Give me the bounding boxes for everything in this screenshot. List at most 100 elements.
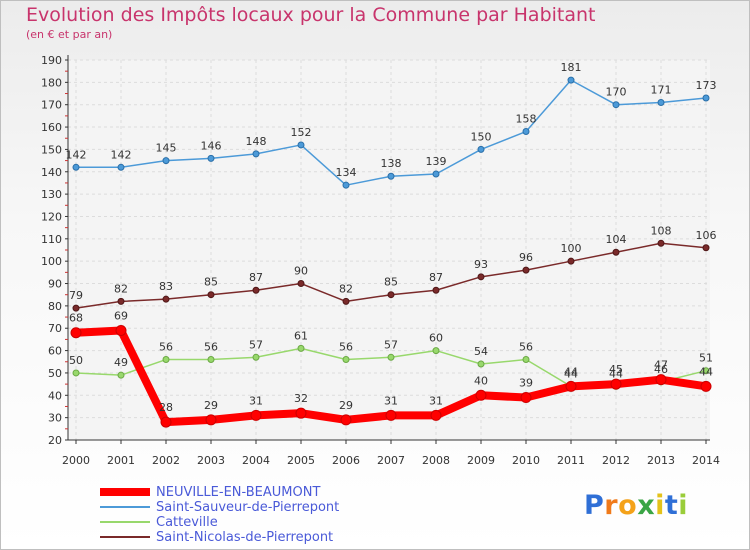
data-label: 69 bbox=[114, 309, 128, 322]
data-point bbox=[385, 409, 397, 421]
x-tick-label: 2001 bbox=[107, 454, 135, 467]
data-point bbox=[117, 371, 125, 379]
data-point bbox=[342, 181, 350, 189]
data-point bbox=[72, 304, 80, 312]
data-point bbox=[252, 150, 260, 158]
data-point bbox=[432, 347, 440, 355]
data-label: 100 bbox=[561, 242, 582, 255]
data-label: 44 bbox=[564, 365, 578, 378]
data-point bbox=[610, 378, 622, 390]
data-label: 104 bbox=[606, 233, 627, 246]
data-point bbox=[162, 356, 170, 364]
y-tick-label: 100 bbox=[41, 255, 62, 268]
data-label: 93 bbox=[474, 258, 488, 271]
legend-swatch bbox=[100, 521, 150, 523]
legend-label: NEUVILLE-EN-BEAUMONT bbox=[156, 485, 321, 500]
logo-letter: i bbox=[655, 490, 665, 521]
data-point bbox=[477, 273, 485, 281]
data-point bbox=[432, 170, 440, 178]
data-point bbox=[702, 244, 710, 252]
data-point bbox=[207, 291, 215, 299]
y-tick-label: 30 bbox=[48, 412, 62, 425]
data-label: 51 bbox=[699, 352, 713, 365]
data-label: 108 bbox=[651, 224, 672, 237]
data-label: 39 bbox=[519, 377, 533, 390]
data-point bbox=[207, 356, 215, 364]
data-label: 145 bbox=[156, 142, 177, 155]
legend-swatch bbox=[100, 488, 150, 496]
data-label: 87 bbox=[249, 271, 263, 284]
proxiti-logo: Proxiti bbox=[584, 490, 688, 521]
x-tick-label: 2013 bbox=[647, 454, 675, 467]
data-point bbox=[297, 141, 305, 149]
x-tick-label: 2014 bbox=[692, 454, 720, 467]
data-point bbox=[612, 248, 620, 256]
data-point bbox=[567, 257, 575, 265]
x-tick-label: 2008 bbox=[422, 454, 450, 467]
y-tick-label: 190 bbox=[41, 54, 62, 67]
data-point bbox=[475, 389, 487, 401]
data-point bbox=[297, 344, 305, 352]
y-tick-label: 110 bbox=[41, 233, 62, 246]
data-label: 170 bbox=[606, 86, 627, 99]
series-saint-nicolas: 79 82 83 85 87 90 82 85 87 93 96 100 104 108 106 bbox=[69, 224, 717, 312]
data-label: 44 bbox=[699, 365, 713, 378]
data-label: 171 bbox=[651, 83, 672, 96]
data-label: 47 bbox=[654, 359, 668, 372]
logo-letter: P bbox=[584, 490, 605, 521]
data-label: 56 bbox=[159, 341, 173, 354]
plot-area bbox=[68, 60, 710, 440]
data-label: 87 bbox=[429, 271, 443, 284]
chart-title: Evolution des Impôts locaux pour la Comm… bbox=[26, 4, 596, 26]
data-point bbox=[567, 76, 575, 84]
data-label: 40 bbox=[474, 374, 488, 387]
data-label: 60 bbox=[429, 332, 443, 345]
data-point bbox=[522, 266, 530, 274]
data-label: 150 bbox=[471, 130, 492, 143]
data-label: 29 bbox=[204, 399, 218, 412]
data-point bbox=[432, 286, 440, 294]
data-point bbox=[160, 416, 172, 428]
x-tick-label: 2003 bbox=[197, 454, 225, 467]
data-label: 56 bbox=[204, 341, 218, 354]
series-saint-sauveur: 142 142 145 146 148 152 134 138 139 150 158 181 170 1… bbox=[66, 61, 717, 189]
data-point bbox=[655, 374, 667, 386]
legend-label: Saint-Nicolas-de-Pierrepont bbox=[156, 530, 334, 545]
data-point bbox=[657, 98, 665, 106]
data-label: 49 bbox=[114, 356, 128, 369]
data-label: 142 bbox=[66, 148, 87, 161]
data-label: 138 bbox=[381, 157, 402, 170]
series-catteville: 50 49 56 56 57 61 56 57 60 54 56 44 44 46 51 bbox=[69, 329, 713, 390]
data-point bbox=[477, 145, 485, 153]
y-tick-label: 120 bbox=[41, 210, 62, 223]
data-label: 31 bbox=[384, 394, 398, 407]
data-label: 44 bbox=[564, 367, 578, 380]
x-tick-label: 2009 bbox=[467, 454, 495, 467]
data-label: 54 bbox=[474, 345, 488, 358]
data-point bbox=[387, 172, 395, 180]
data-label: 28 bbox=[159, 401, 173, 414]
data-label: 85 bbox=[204, 276, 218, 289]
data-point bbox=[700, 380, 712, 392]
data-label: 134 bbox=[336, 166, 357, 179]
legend-label: Saint-Sauveur-de-Pierrepont bbox=[156, 500, 340, 515]
data-label: 44 bbox=[609, 367, 623, 380]
data-label: 90 bbox=[294, 265, 308, 278]
y-tick-label: 130 bbox=[41, 188, 62, 201]
data-point bbox=[207, 154, 215, 162]
data-point bbox=[522, 356, 530, 364]
y-tick-label: 150 bbox=[41, 143, 62, 156]
data-label: 31 bbox=[429, 394, 443, 407]
y-tick-label: 70 bbox=[48, 322, 62, 335]
data-label: 82 bbox=[339, 282, 353, 295]
data-label: 32 bbox=[294, 392, 308, 405]
data-point bbox=[387, 353, 395, 361]
x-tick-label: 2006 bbox=[332, 454, 360, 467]
data-point bbox=[340, 414, 352, 426]
y-tick-label: 80 bbox=[48, 300, 62, 313]
data-label: 46 bbox=[654, 363, 668, 376]
x-tick-label: 2012 bbox=[602, 454, 630, 467]
data-label: 158 bbox=[516, 113, 537, 126]
x-tick-label: 2000 bbox=[62, 454, 90, 467]
data-label: 56 bbox=[519, 341, 533, 354]
